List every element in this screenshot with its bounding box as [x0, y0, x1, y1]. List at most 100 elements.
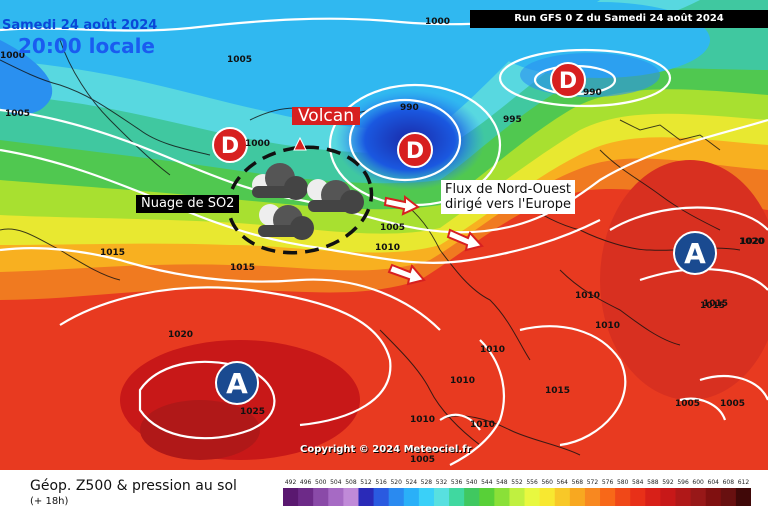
legend-title: Géop. Z500 & pression au sol: [30, 478, 237, 494]
low-pressure-center: D: [212, 127, 248, 163]
isobar-label: 990: [583, 88, 602, 98]
colorbar-tick: 516: [375, 479, 387, 486]
isobar-label: 1015: [703, 299, 728, 309]
high-pressure-center: A: [215, 361, 259, 405]
colorbar-tick: 612: [737, 479, 750, 486]
colorbar-tick: 524: [405, 479, 418, 486]
colorbar-tick: 564: [556, 479, 568, 486]
colorbar-swatch: [509, 488, 526, 506]
forecast-date: Samedi 24 août 2024: [2, 18, 158, 33]
colorbar-swatch: [358, 488, 375, 506]
colorbar-tick-labels: 492 496 500 504 508 512 516 520 524 528 532 536 540 5…: [283, 479, 751, 489]
colorbar-tick: 600: [692, 479, 704, 486]
colorbar-swatch: [735, 488, 751, 506]
colorbar-swatch: [283, 488, 299, 506]
isobar-label: 1015: [230, 263, 255, 273]
colorbar-swatch: [615, 488, 631, 506]
isobar-label: 1005: [380, 223, 405, 233]
isobar-label: 1000: [425, 17, 450, 27]
colorbar-swatch: [690, 488, 707, 506]
forecast-time: 20:00 locale: [18, 34, 155, 58]
isobar-label: 1010: [470, 420, 495, 430]
northwest-flow-label: Flux de Nord-Ouest dirigé vers l'Europe: [441, 180, 576, 214]
colorbar-tick: 608: [722, 479, 735, 486]
wind-arrow-icon: [387, 263, 426, 286]
isobar-label: 1010: [410, 415, 435, 425]
isobar-label: 1010: [450, 376, 475, 386]
colorbar-swatch: [660, 488, 677, 506]
colorbar-swatch: [328, 488, 344, 506]
pressure-center-letter: D: [559, 69, 577, 94]
isobar-label: 1010: [375, 243, 400, 253]
legend-subtitle: (+ 18h): [30, 496, 69, 507]
colorbar-swatch: [343, 488, 359, 506]
colorbar-tick: 584: [632, 479, 644, 486]
colorbar-swatch: [539, 488, 556, 506]
colorbar-tick: 572: [586, 479, 599, 486]
colorbar-tick: 540: [465, 479, 478, 486]
run-info: Run GFS 0 Z du Samedi 24 août 2024: [470, 10, 768, 28]
colorbar-swatch: [313, 488, 329, 506]
isobar-label: 1020: [739, 237, 764, 247]
isobar-label: 995: [503, 115, 522, 125]
colorbar-tick: 604: [707, 479, 719, 486]
isobar-label: 1005: [410, 455, 435, 465]
cloud-icon: [252, 163, 308, 200]
colorbar-tick: 588: [647, 479, 659, 486]
colorbar-swatch: [720, 488, 737, 506]
colorbar-tick: 556: [526, 479, 538, 486]
colorbar-swatch: [705, 488, 722, 506]
isobar-label: 1020: [740, 237, 765, 247]
colorbar-swatch: [373, 488, 390, 506]
colorbar-tick: 580: [616, 479, 629, 486]
isobar-label: 1010: [480, 345, 505, 355]
colorbar-swatch: [388, 488, 405, 506]
colorbar-tick: 528: [420, 479, 433, 486]
so2-cloud-label: Nuage de SO2: [136, 195, 240, 213]
colorbar-tick: 532: [435, 479, 448, 486]
colorbar-swatch: [433, 488, 450, 506]
colorbar-swatch: [554, 488, 571, 506]
pressure-center-letter: A: [226, 367, 248, 400]
low-pressure-center: D: [397, 132, 433, 168]
isobar-label: 1000: [0, 51, 25, 61]
colorbar-tick: 596: [677, 479, 689, 486]
colorbar-tick: 568: [571, 479, 584, 486]
colorbar-tick: 544: [481, 479, 493, 486]
colorbar-swatch: [675, 488, 692, 506]
isobar-label: 990: [400, 103, 419, 113]
colorbar-swatch: [464, 488, 480, 506]
colorbar-tick: 576: [601, 479, 614, 486]
colorbar-tick: 560: [541, 479, 553, 486]
pressure-center-letter: D: [406, 139, 424, 164]
colorbar: [283, 488, 751, 506]
colorbar-swatch: [645, 488, 661, 506]
colorbar-swatch: [403, 488, 420, 506]
pressure-center-letter: D: [221, 134, 239, 159]
isobar-label: 1015: [545, 386, 570, 396]
weather-map: D D D A A 1000 1005 1005 1000 990 995 990 1000 1005 1…: [0, 0, 768, 470]
isobar-label: 1010: [595, 321, 620, 331]
isobar-label: 1010: [575, 291, 600, 301]
isobar-label: 1025: [240, 407, 265, 417]
colorbar-tick: 548: [496, 479, 508, 486]
colorbar-tick: 500: [315, 479, 327, 486]
isobar-label: 1020: [168, 330, 193, 340]
copyright-text: Copyright © 2024 Meteociel.fr: [300, 444, 472, 455]
colorbar-tick: 496: [299, 479, 312, 486]
colorbar-tick: 592: [662, 479, 674, 486]
volcano-marker-icon: [293, 136, 307, 151]
pressure-center-letter: A: [684, 237, 706, 270]
colorbar-swatch: [449, 488, 465, 506]
volcano-label: Volcan: [292, 107, 360, 125]
isobar-label: 1015: [700, 301, 725, 311]
colorbar-swatch: [630, 488, 646, 506]
colorbar-swatch: [600, 488, 616, 506]
colorbar-swatch: [584, 488, 601, 506]
colorbar-tick: 536: [450, 479, 463, 486]
colorbar-swatch: [479, 488, 495, 506]
isobar-label: 1005: [5, 109, 30, 119]
colorbar-tick: 508: [345, 479, 357, 486]
colorbar-tick: 492: [284, 479, 297, 486]
high-pressure-center: A: [673, 231, 717, 275]
